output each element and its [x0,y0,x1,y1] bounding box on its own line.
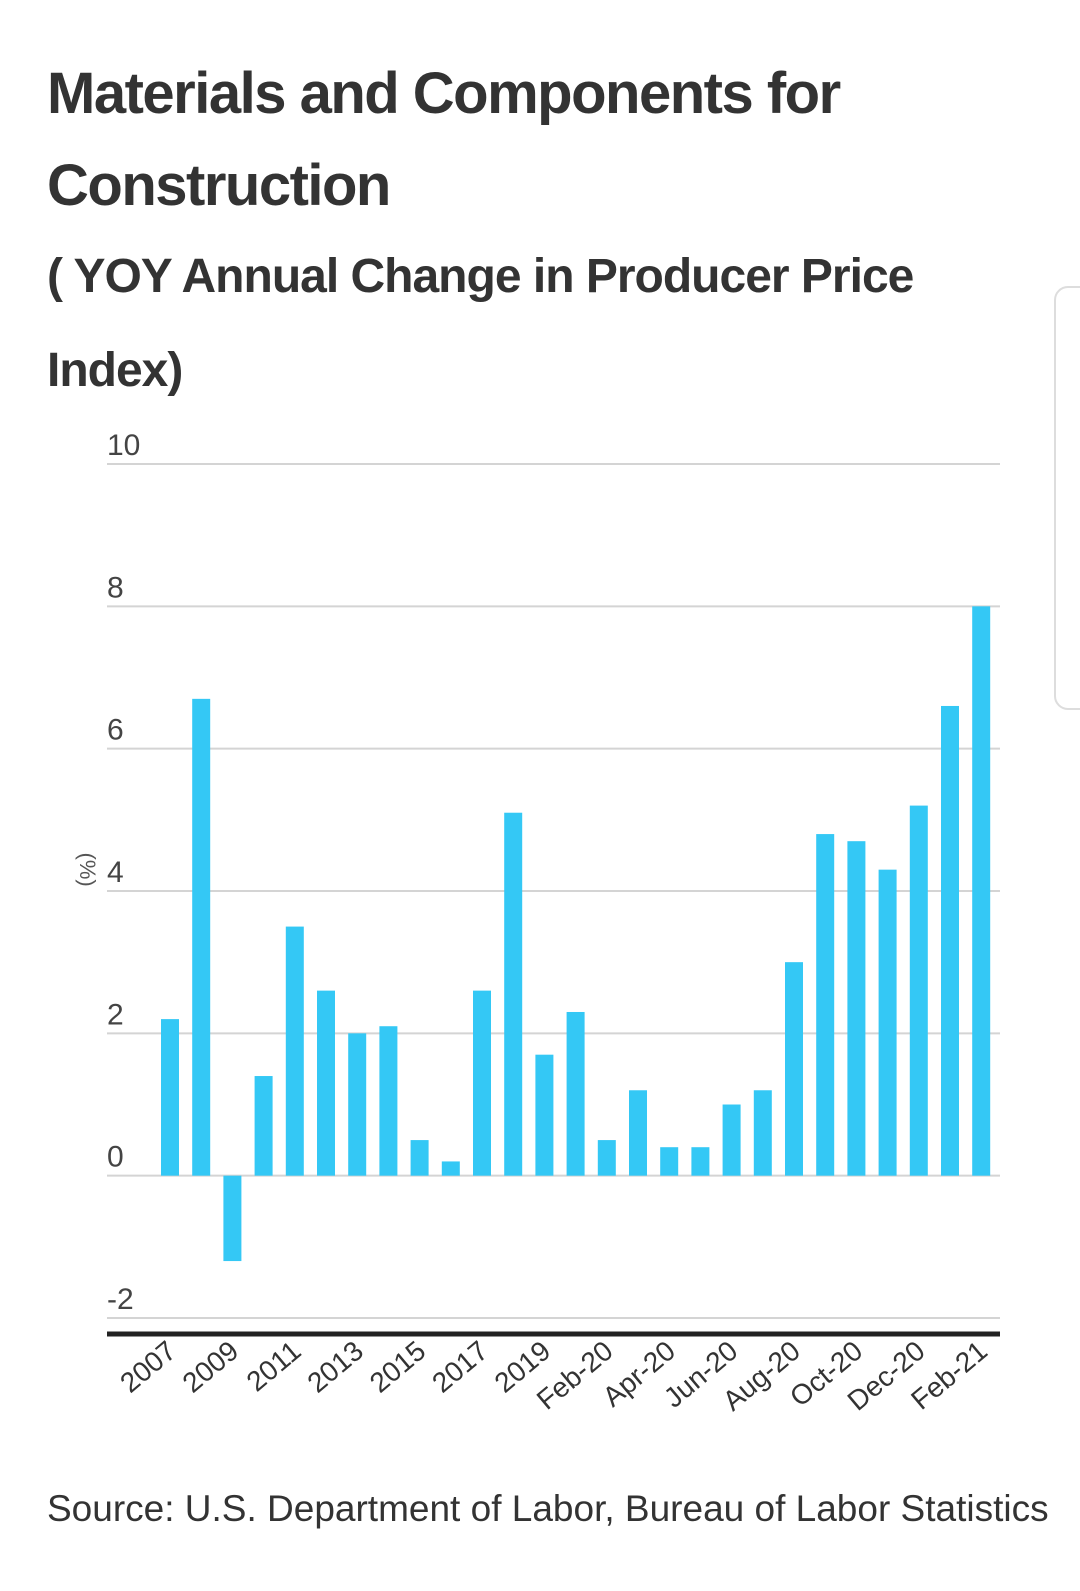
bar-Dec-20 [909,805,928,1176]
bar-2014 [379,1026,398,1176]
gridlines [107,463,1000,1319]
bar-Feb-20 [597,1140,616,1176]
bar-Oct-20 [847,841,866,1176]
bar-Nov-20 [878,869,897,1176]
y-tick-label: 6 [107,714,124,747]
bar-Jan-21 [941,705,959,1176]
chart-title: Materials and Components for Constructio… [47,61,841,218]
y-axis-ticks: 10 8 6 4 2 0 -2 [107,429,140,1316]
bar-Jan-20 [566,1011,585,1176]
bars [161,606,991,1262]
y-tick-label: -2 [107,1283,134,1316]
bar-May-20 [691,1147,710,1176]
bar-2016 [441,1161,460,1176]
y-tick-label: 4 [107,856,124,889]
bar-Feb-21 [972,606,991,1176]
bar-2012 [317,990,335,1176]
source-container: Source: U.S. Department of Labor, Bureau… [47,1488,1049,1529]
bar-Jul-20 [753,1090,772,1176]
bar-Apr-20 [660,1147,679,1176]
y-tick-label: 0 [107,1141,124,1174]
y-tick-label: 2 [107,998,124,1031]
chart-subtitle: ( YOY Annual Change in Producer Price In… [47,250,914,397]
bar-Mar-20 [629,1090,647,1176]
y-tick-label: 10 [107,429,140,462]
bar-2008 [192,698,211,1176]
bar-2009 [223,1175,242,1262]
y-axis-title: (%) [75,853,100,887]
bar-2011 [285,926,304,1176]
bar-2007 [161,1019,179,1176]
scroll-handle[interactable] [1054,286,1080,710]
y-tick-label: 8 [107,571,124,604]
bar-Sep-20 [816,834,835,1176]
bar-Aug-20 [785,962,803,1176]
bar-2018 [504,812,523,1176]
bar-2010 [254,1076,273,1176]
bar-2017 [473,990,491,1176]
bar-2013 [348,1033,367,1176]
source-note: Source: U.S. Department of Labor, Bureau… [47,1488,1049,1529]
bar-2015 [410,1140,429,1176]
bar-2019 [535,1054,554,1176]
bar-Jun-20 [722,1104,741,1176]
